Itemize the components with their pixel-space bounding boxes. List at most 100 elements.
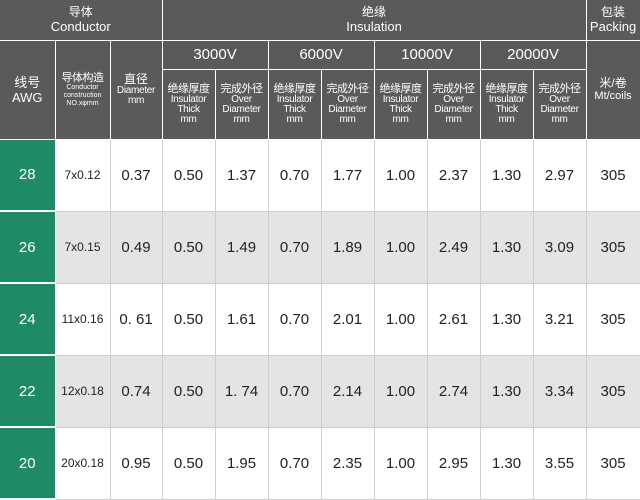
construction-header: 导体构造 Conductor construction NO.xφmm (55, 40, 111, 140)
awg-header-cn: 线号 (14, 74, 41, 90)
insulator-thick-header-10000v: 绝缘厚度 Insulator Thick mm (374, 69, 428, 140)
diameter-header-cn: 直径 (124, 72, 149, 86)
v10000-thick-cell: 1.00 (374, 427, 428, 500)
over-header-en3: mm (339, 114, 356, 125)
v3000-od-cell: 1.49 (215, 211, 269, 284)
diameter-cell: 0.95 (110, 427, 163, 500)
conductor-header-en: Conductor (50, 18, 111, 34)
diameter-cell: 0.74 (110, 355, 163, 428)
v20000-od-cell: 3.21 (533, 283, 587, 356)
thick-header-cn: 绝缘厚度 (379, 83, 423, 95)
table-row: 24 11x0.16 0. 61 0.50 1.61 0.70 2.01 1.00 2.61 1.… (0, 283, 640, 356)
v10000-thick-cell: 1.00 (374, 211, 428, 284)
thick-header-cn: 绝缘厚度 (273, 83, 317, 95)
construction-header-en1: Conductor (66, 83, 99, 91)
construction-header-cn: 导体构造 (61, 71, 105, 84)
over-header-en3: mm (445, 114, 462, 125)
v3000-od-cell: 1.37 (215, 139, 269, 212)
diameter-cell: 0.37 (110, 139, 163, 212)
v6000-thick-cell: 0.70 (268, 211, 322, 284)
v20000-thick-cell: 1.30 (480, 427, 534, 500)
awg-header-en: AWG (11, 89, 43, 105)
over-diameter-header-6000v: 完成外径 Over Diameter mm (321, 69, 375, 140)
v3000-od-cell: 1. 74 (215, 355, 269, 428)
coils-header: 米/卷 Mt/coils (586, 40, 640, 140)
insulator-thick-header-20000v: 绝缘厚度 Insulator Thick mm (480, 69, 534, 140)
over-header-en1: Over (443, 94, 464, 105)
thick-header-cn: 绝缘厚度 (485, 83, 529, 95)
voltage-3000v: 3000V (162, 40, 269, 70)
table-row: 26 7x0.15 0.49 0.50 1.49 0.70 1.89 1.00 2.49 1.30… (0, 211, 640, 284)
thick-header-en3: mm (286, 114, 303, 125)
over-header-cn: 完成外径 (220, 83, 264, 95)
thick-header-en2: Thick (283, 104, 306, 115)
over-diameter-header-20000v: 完成外径 Over Diameter mm (533, 69, 587, 140)
packing-cell: 305 (586, 283, 640, 356)
over-header-en1: Over (549, 94, 570, 105)
coils-header-en: Mt/coils (594, 89, 632, 102)
subheader-row: 绝缘厚度 Insulator Thick mm 完成外径 Over Diameter mm 绝缘… (0, 69, 640, 140)
v20000-thick-cell: 1.30 (480, 211, 534, 284)
v10000-od-cell: 2.49 (427, 211, 481, 284)
v6000-od-cell: 2.14 (321, 355, 375, 428)
thick-header-en2: Thick (177, 104, 200, 115)
awg-cell: 22 (0, 355, 56, 428)
thick-header-en2: Thick (495, 104, 518, 115)
thick-header-en2: Thick (389, 104, 412, 115)
packing-cell: 305 (586, 427, 640, 500)
over-header-cn: 完成外径 (432, 83, 476, 95)
insulation-header-cn: 绝缘 (362, 4, 387, 19)
conductor-header-cn: 导体 (68, 4, 93, 19)
v6000-od-cell: 2.35 (321, 427, 375, 500)
v10000-thick-cell: 1.00 (374, 139, 428, 212)
awg-cell: 28 (0, 139, 56, 212)
construction-header-en2: construction (63, 91, 102, 99)
awg-header: 线号 AWG (0, 40, 56, 140)
packing-header-cn: 包装 (601, 4, 626, 19)
v20000-thick-cell: 1.30 (480, 283, 534, 356)
v20000-thick-cell: 1.30 (480, 355, 534, 428)
thick-header-en3: mm (180, 114, 197, 125)
v6000-thick-cell: 0.70 (268, 283, 322, 356)
over-header-en2: Diameter (434, 104, 473, 115)
v6000-thick-cell: 0.70 (268, 139, 322, 212)
voltage-20000v: 20000V (480, 40, 587, 70)
v6000-od-cell: 2.01 (321, 283, 375, 356)
table-row: 20 20x0.18 0.95 0.50 1.95 0.70 2.35 1.00 2.95 1.3… (0, 427, 640, 500)
construction-cell: 7x0.12 (55, 139, 111, 212)
v6000-thick-cell: 0.70 (268, 427, 322, 500)
voltage-6000v: 6000V (268, 40, 375, 70)
awg-cell: 26 (0, 211, 56, 284)
construction-cell: 20x0.18 (55, 427, 111, 500)
v3000-od-cell: 1.95 (215, 427, 269, 500)
conductor-header: 导体 Conductor (0, 0, 163, 41)
packing-cell: 305 (586, 211, 640, 284)
v3000-thick-cell: 0.50 (162, 283, 216, 356)
packing-header: 包装 Packing (586, 0, 640, 41)
diameter-header: 直径 Diameter mm (110, 40, 163, 140)
over-header-cn: 完成外径 (326, 83, 370, 95)
v10000-od-cell: 2.61 (427, 283, 481, 356)
diameter-header-en1: Diameter (116, 85, 156, 96)
thick-header-en1: Insulator (488, 94, 525, 105)
table-body: 28 7x0.12 0.37 0.50 1.37 0.70 1.77 1.00 2.37 1.30… (0, 139, 640, 500)
v10000-od-cell: 2.95 (427, 427, 481, 500)
thick-header-cn: 绝缘厚度 (167, 83, 211, 95)
over-header-en3: mm (233, 114, 250, 125)
diameter-cell: 0. 61 (110, 283, 163, 356)
v10000-thick-cell: 1.00 (374, 355, 428, 428)
v20000-od-cell: 3.09 (533, 211, 587, 284)
over-diameter-header-3000v: 完成外径 Over Diameter mm (215, 69, 269, 140)
table-row: 28 7x0.12 0.37 0.50 1.37 0.70 1.77 1.00 2.37 1.30… (0, 139, 640, 212)
insulation-header-en: Insulation (346, 18, 402, 34)
insulator-thick-header-3000v: 绝缘厚度 Insulator Thick mm (162, 69, 216, 140)
v3000-thick-cell: 0.50 (162, 139, 216, 212)
v6000-thick-cell: 0.70 (268, 355, 322, 428)
construction-cell: 7x0.15 (55, 211, 111, 284)
over-header-en2: Diameter (222, 104, 261, 115)
over-header-en2: Diameter (328, 104, 367, 115)
v10000-od-cell: 2.37 (427, 139, 481, 212)
v10000-thick-cell: 1.00 (374, 283, 428, 356)
coils-header-cn: 米/卷 (599, 75, 627, 90)
